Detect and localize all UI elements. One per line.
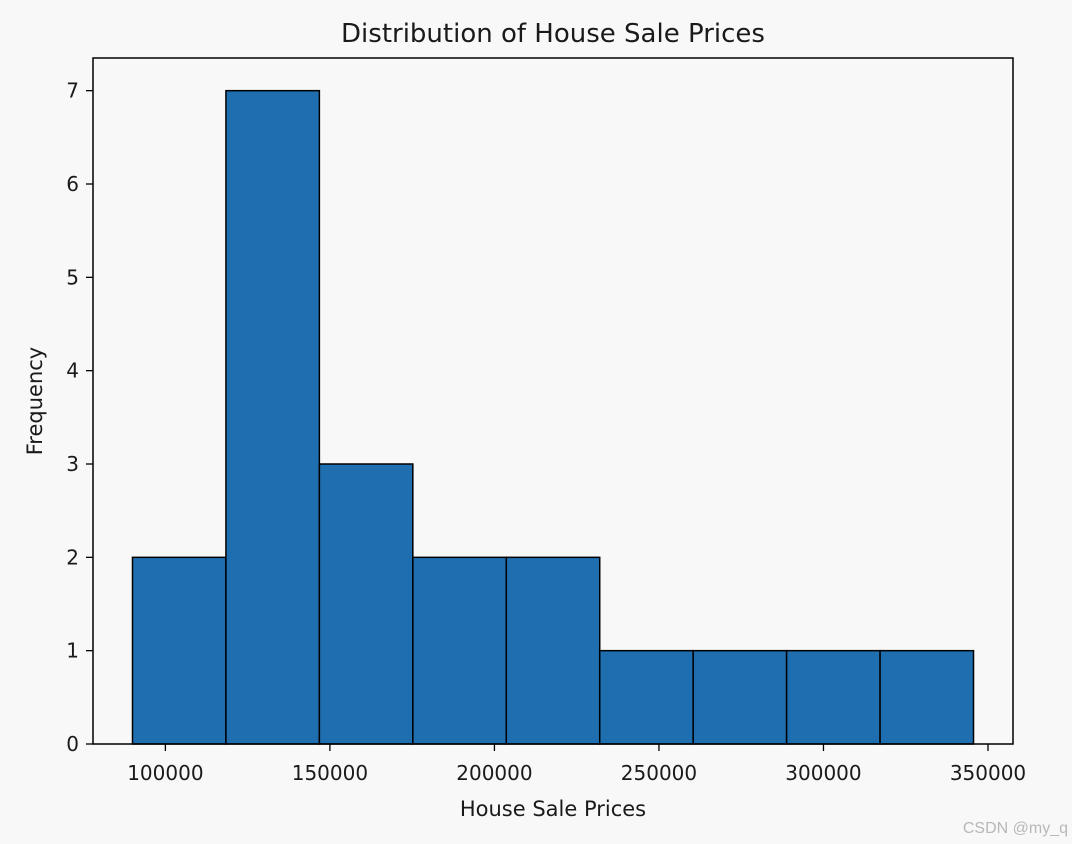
y-tick-label: 7 — [66, 79, 79, 103]
x-tick-label: 300000 — [785, 761, 861, 785]
histogram-bar — [412, 556, 508, 745]
histogram-bars — [131, 89, 975, 745]
y-tick-label: 1 — [66, 639, 79, 663]
y-tick-label: 4 — [66, 359, 79, 383]
y-tick-label: 2 — [66, 545, 79, 569]
x-tick-label: 100000 — [127, 761, 203, 785]
y-tick-label: 3 — [66, 452, 79, 476]
watermark: CSDN @my_q — [962, 820, 1068, 837]
histogram-bar — [225, 89, 321, 745]
x-axis-ticks: 100000 150000 200000 250000 300000 350000 — [127, 744, 1026, 785]
y-tick-label: 6 — [66, 172, 79, 196]
histogram-bar — [318, 463, 414, 745]
histogram-bar — [879, 649, 975, 745]
y-axis-ticks: 0 1 2 3 4 5 6 7 — [66, 79, 93, 756]
x-tick-label: 250000 — [621, 761, 697, 785]
chart-title: Distribution of House Sale Prices — [341, 19, 765, 49]
y-tick-label: 0 — [66, 732, 79, 756]
y-axis-label: Frequency — [23, 347, 47, 456]
y-tick-label: 5 — [66, 265, 79, 289]
x-tick-label: 350000 — [950, 761, 1026, 785]
histogram-bar — [505, 556, 601, 745]
histogram-bar — [785, 649, 881, 745]
histogram-bar — [692, 649, 788, 745]
x-axis-label: House Sale Prices — [460, 797, 646, 821]
plot-frame — [92, 57, 1014, 745]
x-tick-label: 150000 — [292, 761, 368, 785]
histogram-bar — [131, 556, 227, 745]
histogram-bar — [598, 649, 694, 745]
x-tick-label: 200000 — [456, 761, 532, 785]
